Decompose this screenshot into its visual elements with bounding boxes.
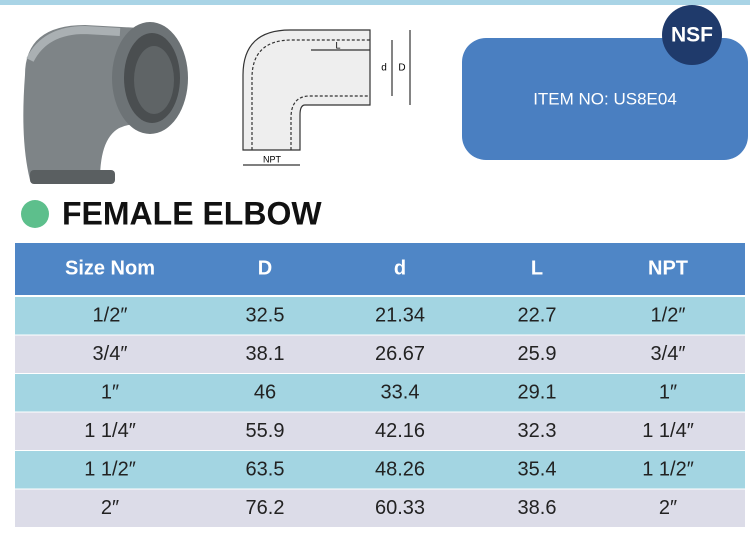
- table-cell: 26.67: [375, 343, 425, 365]
- table-row: [15, 412, 745, 450]
- header-cell: d: [394, 257, 406, 279]
- table-cell: 32.5: [246, 305, 285, 327]
- table-cell: 38.6: [518, 497, 557, 519]
- elbow-photo: [23, 22, 188, 184]
- table-cell: 3/4″: [651, 343, 686, 365]
- table-cell: 29.1: [518, 382, 557, 404]
- table-cell: 1 1/4″: [84, 420, 136, 442]
- dim-label: D: [398, 63, 405, 74]
- top-strip: [0, 0, 750, 5]
- title-bullet: [21, 200, 49, 228]
- dimension-diagram: [242, 29, 411, 166]
- table-cell: 1 1/2″: [642, 459, 694, 481]
- dim-label: NPT: [263, 154, 282, 164]
- table-cell: 1/2″: [93, 305, 128, 327]
- table-cell: 22.7: [518, 305, 557, 327]
- table-cell: 38.1: [246, 343, 285, 365]
- table-cell: 21.34: [375, 305, 425, 327]
- table-cell: 60.33: [375, 497, 425, 519]
- header-cell: L: [531, 257, 543, 279]
- table-cell: 2″: [659, 497, 677, 519]
- nsf-text: NSF: [671, 24, 713, 47]
- table-row: [15, 335, 745, 373]
- header-cell: Size Nom: [65, 257, 155, 279]
- nsf-logo: [662, 5, 722, 65]
- title: FEMALE ELBOW: [62, 195, 322, 231]
- table-row: [15, 451, 745, 489]
- header-cell: D: [258, 257, 272, 279]
- table-cell: 1″: [659, 382, 677, 404]
- table-cell: 35.4: [518, 459, 557, 481]
- table-cell: 1″: [101, 382, 119, 404]
- table-row: [15, 297, 745, 335]
- table-row: [15, 374, 745, 412]
- table-header: [15, 243, 745, 295]
- table-cell: 1 1/4″: [642, 420, 694, 442]
- table-cell: 1/2″: [651, 305, 686, 327]
- table-cell: 2″: [101, 497, 119, 519]
- table-cell: 32.3: [518, 420, 557, 442]
- dim-label: d: [381, 63, 387, 74]
- table-cell: 42.16: [375, 420, 425, 442]
- table-cell: 76.2: [246, 497, 285, 519]
- table-row: [15, 489, 745, 527]
- table-cell: 48.26: [375, 459, 425, 481]
- table-cell: 25.9: [518, 343, 557, 365]
- dim-label: L: [335, 40, 340, 50]
- item-box: [462, 38, 748, 160]
- table-cell: 63.5: [246, 459, 285, 481]
- table-cell: 1 1/2″: [84, 459, 136, 481]
- table-cell: 3/4″: [93, 343, 128, 365]
- table-cell: 55.9: [246, 420, 285, 442]
- item-number: ITEM NO: US8E04: [533, 89, 677, 108]
- header-cell: NPT: [648, 257, 688, 279]
- table-cell: 33.4: [381, 382, 420, 404]
- table-cell: 46: [254, 382, 276, 404]
